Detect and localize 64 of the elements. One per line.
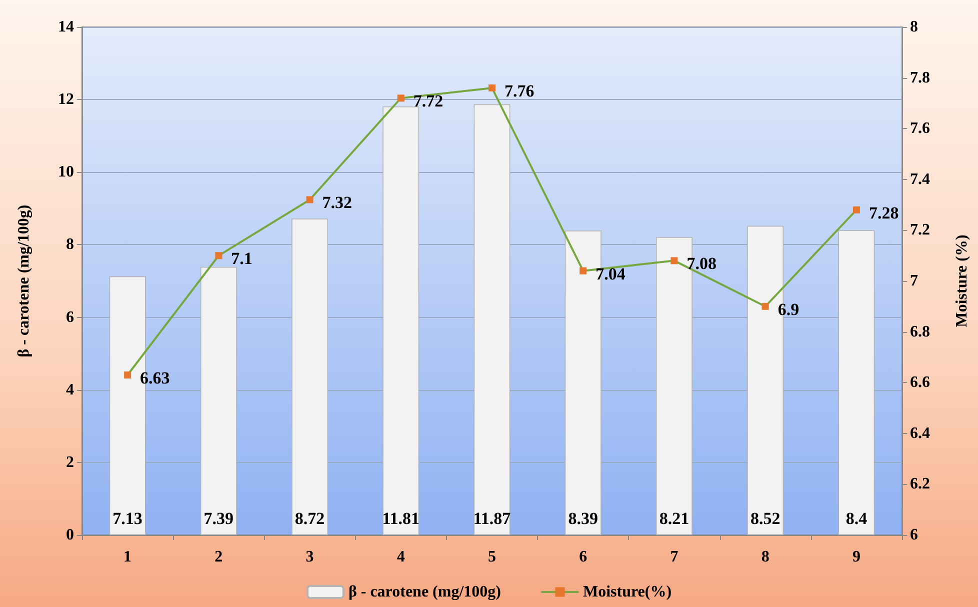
y2-tick-label: 7.6	[910, 120, 930, 138]
x-tick-label: 3	[306, 548, 314, 566]
y2-tick-label: 8	[910, 18, 918, 36]
x-tick-label: 6	[579, 548, 588, 566]
data-label: 8.21	[659, 509, 690, 528]
x-tick-label: 5	[488, 548, 496, 566]
x-tick-label: 2	[214, 548, 223, 566]
y2-axis-title: Moisture (%)	[954, 234, 970, 328]
x-tick-label: 4	[396, 548, 405, 566]
data-label: 6.63	[140, 368, 170, 388]
y2-tick-label: 6.4	[910, 424, 930, 442]
data-label: 11.81	[382, 509, 420, 528]
point	[762, 302, 769, 310]
y2-tick-label: 6.8	[910, 323, 930, 340]
data-label: 7.72	[413, 92, 444, 111]
y2-tick-label: 6	[910, 526, 918, 544]
y2-tick-label: 7	[910, 272, 918, 290]
data-label: 8.52	[750, 509, 780, 528]
y2-tick-label: 7.4	[910, 170, 930, 188]
bar	[838, 230, 875, 535]
bar	[382, 106, 420, 535]
x-tick-label: 8	[761, 548, 770, 566]
point	[488, 84, 496, 92]
data-label: 7.32	[322, 193, 352, 212]
point	[670, 257, 678, 264]
y2-tick-label: 7.2	[910, 222, 930, 239]
y-tick-label: 12	[58, 91, 74, 108]
data-label: 7.04	[596, 264, 626, 284]
y2-tick-label: 6.6	[910, 374, 930, 392]
y-tick-label: 14	[58, 18, 74, 36]
legend-label: Moisture(%)	[582, 584, 672, 600]
data-label: 8.72	[294, 509, 325, 528]
data-label: 7.28	[868, 203, 899, 222]
y-tick-label: 8	[66, 236, 74, 254]
data-label: 7.39	[204, 509, 234, 528]
bar	[474, 104, 510, 535]
y-tick-label: 4	[66, 381, 74, 398]
data-label: 7.13	[112, 509, 142, 528]
y-tick-label: 10	[58, 164, 74, 181]
x-tick-label: 1	[124, 548, 132, 566]
y2-tick-label: 7.8	[910, 69, 930, 86]
y2-tick-label: 6.2	[910, 476, 930, 493]
y-tick-label: 2	[66, 454, 74, 471]
y-axis-title: β - carotene (mg/100g)	[16, 204, 32, 358]
point	[580, 267, 587, 274]
data-label: 8.4	[846, 509, 868, 528]
data-label: 7.08	[686, 254, 716, 274]
data-label: 7.76	[504, 81, 534, 100]
point	[306, 196, 314, 204]
bar	[292, 218, 328, 535]
data-label: 6.9	[778, 300, 800, 319]
point	[215, 252, 222, 260]
y-tick-label: 6	[66, 308, 74, 326]
point	[852, 206, 860, 214]
x-tick-label: 9	[852, 548, 860, 566]
point	[124, 371, 132, 378]
data-label: 8.39	[568, 509, 598, 528]
data-label: 7.1	[231, 249, 252, 268]
y-tick-label: 0	[66, 526, 74, 544]
legend-label: β - carotene (mg/100g)	[348, 584, 501, 600]
point	[397, 94, 404, 102]
x-tick-label: 7	[670, 548, 678, 566]
bar	[200, 266, 237, 535]
data-label: 11.87	[473, 509, 512, 528]
